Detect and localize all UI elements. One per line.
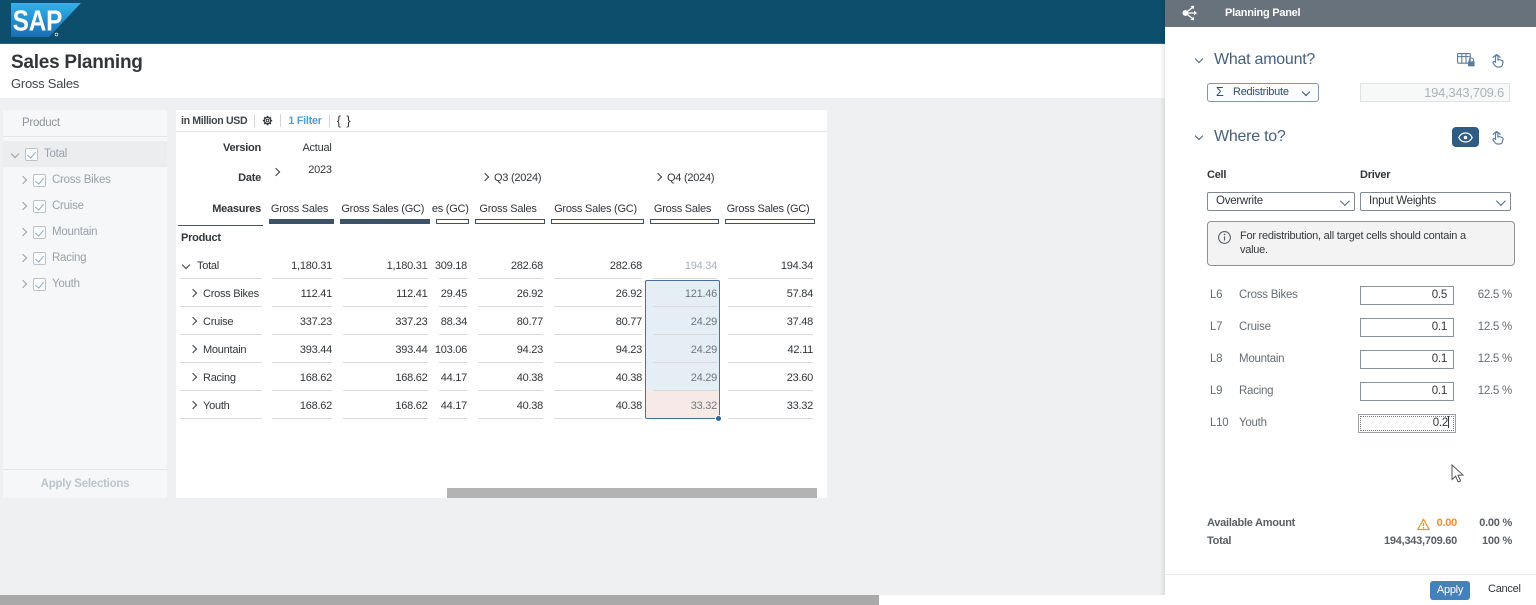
svg-text:SAP: SAP	[13, 5, 62, 37]
